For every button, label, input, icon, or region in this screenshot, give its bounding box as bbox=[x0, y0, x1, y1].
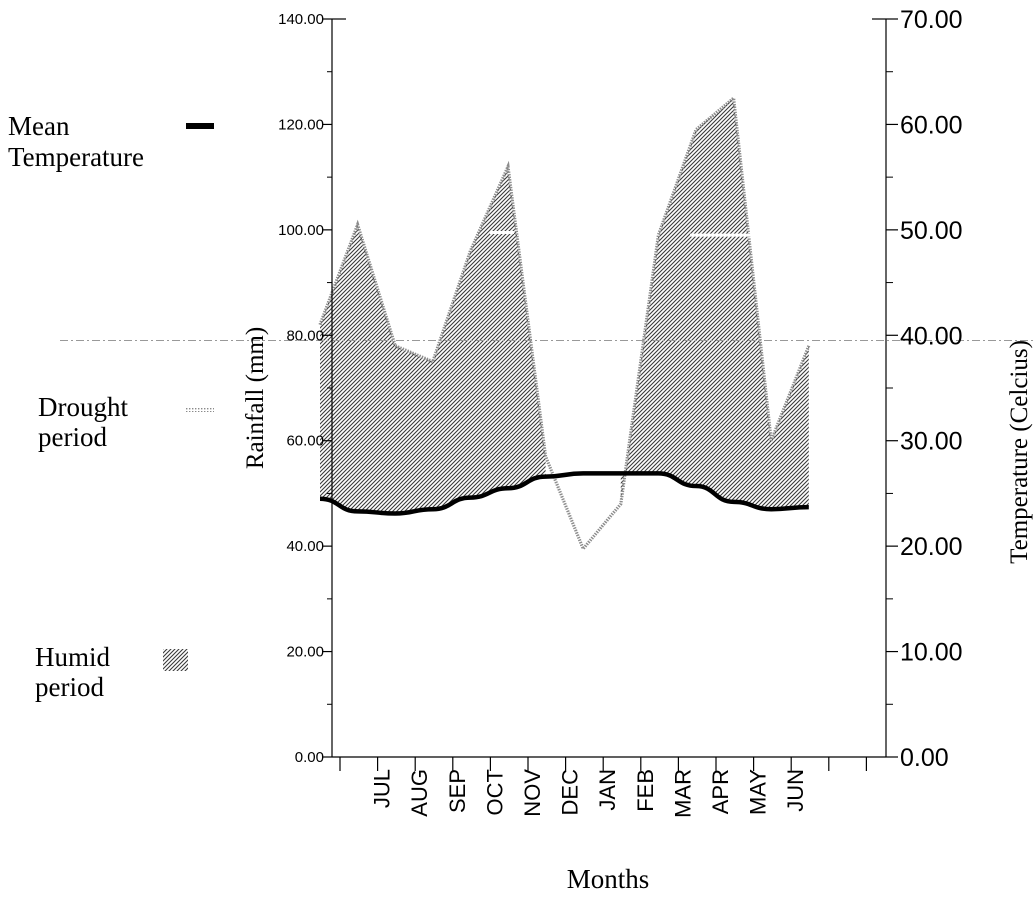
legend-mean-line-1: Mean bbox=[8, 111, 70, 141]
month-label: JUN bbox=[783, 769, 808, 812]
humid-period-area bbox=[320, 98, 809, 549]
left-tick-label: 140.00 bbox=[278, 11, 324, 28]
legend-label-humid-period: Humid period bbox=[35, 642, 117, 702]
left-axis-ticks: 0.00 20.00 40.00 60.00 80.00 100.00 120.00 140.… bbox=[278, 11, 332, 766]
month-label: MAR bbox=[670, 769, 695, 818]
right-tick-label: 20.00 bbox=[900, 533, 963, 561]
month-label: FEB bbox=[633, 769, 658, 812]
month-label: OCT bbox=[482, 769, 507, 815]
legend-drought-line-2: period bbox=[38, 422, 107, 452]
month-label: NOV bbox=[520, 769, 545, 817]
legend-humid-line-2: period bbox=[35, 672, 104, 702]
month-label: MAY bbox=[746, 769, 771, 815]
legend-swatch-drought-period bbox=[186, 407, 214, 412]
drought-period-mask bbox=[545, 456, 621, 549]
month-label: APR bbox=[708, 769, 733, 814]
legend-mean-line-2: Temperature bbox=[8, 142, 144, 172]
legend: Mean Temperature Drought period Humid pe… bbox=[8, 111, 214, 702]
month-label: AUG bbox=[407, 769, 432, 817]
left-tick-label: 20.00 bbox=[286, 644, 324, 661]
plot-areas bbox=[60, 94, 1035, 552]
y-axis-label-left: Rainfall (mm) bbox=[242, 327, 269, 469]
right-tick-label: 50.00 bbox=[900, 217, 963, 245]
left-tick-label: 60.00 bbox=[286, 433, 324, 450]
month-label: SEP bbox=[445, 769, 470, 813]
x-axis-label: Months bbox=[567, 864, 650, 894]
right-tick-label: 40.00 bbox=[900, 322, 963, 350]
left-tick-label: 120.00 bbox=[278, 116, 324, 133]
x-axis-ticks: JUL AUG SEP OCT NOV DEC JAN FEB MAR APR MAY JUN bbox=[339, 757, 868, 818]
right-tick-label: 0.00 bbox=[900, 744, 949, 772]
legend-drought-line-1: Drought bbox=[38, 392, 128, 422]
left-tick-label: 0.00 bbox=[295, 749, 324, 766]
right-axis-ticks: 0.00 10.00 20.00 30.00 40.00 50.00 60.00 70.00 bbox=[886, 6, 963, 772]
legend-swatch-humid-period bbox=[163, 649, 188, 671]
mean-temperature-line bbox=[319, 471, 809, 516]
month-label: JUL bbox=[370, 769, 395, 808]
right-tick-label: 70.00 bbox=[900, 6, 963, 34]
right-tick-label: 60.00 bbox=[900, 111, 963, 139]
legend-humid-line-1: Humid bbox=[35, 642, 111, 672]
legend-label-drought-period: Drought period bbox=[38, 392, 135, 452]
legend-label-mean-temperature: Mean Temperature bbox=[8, 111, 144, 172]
right-tick-label: 30.00 bbox=[900, 428, 963, 456]
right-tick-label: 10.00 bbox=[900, 639, 963, 667]
legend-swatch-mean-temperature bbox=[186, 123, 214, 129]
y-axis-label-right: Temperature (Celcius) bbox=[1006, 340, 1033, 564]
left-tick-label: 40.00 bbox=[286, 538, 324, 555]
month-label: DEC bbox=[558, 769, 583, 816]
left-tick-label: 100.00 bbox=[278, 222, 324, 239]
left-tick-label: 80.00 bbox=[286, 327, 324, 344]
month-label: JAN bbox=[595, 769, 620, 811]
